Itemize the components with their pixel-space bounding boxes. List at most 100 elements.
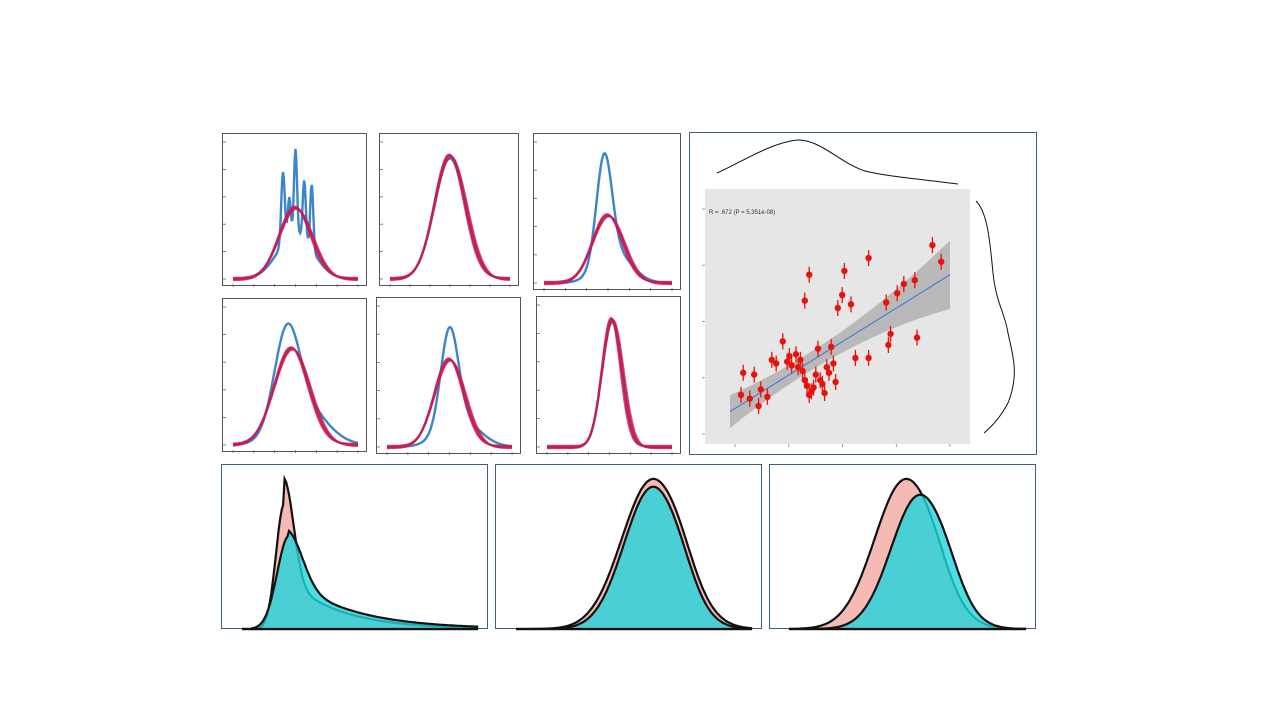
- kde-curve-red: [390, 155, 510, 282]
- kde-curve-red: [547, 317, 672, 448]
- density-panel-1: [221, 464, 488, 631]
- kde-panel-5: [376, 297, 521, 455]
- kde-plot-3: [534, 141, 673, 291]
- data-point: [841, 267, 848, 275]
- regression-line: [729, 274, 951, 413]
- kde-curve-red: [547, 319, 672, 450]
- kde-curve-red: [233, 348, 358, 447]
- data-point: [788, 362, 795, 369]
- data-point: [911, 277, 918, 284]
- kde-curve-red: [233, 207, 358, 281]
- kde-curve-blue: [390, 157, 510, 281]
- kde-panel-6: [536, 296, 681, 455]
- data-point: [852, 354, 859, 362]
- data-point: [746, 395, 753, 402]
- data-point: [812, 371, 819, 378]
- marginal-density-top: [716, 139, 959, 185]
- data-point: [887, 330, 894, 338]
- data-point: [779, 338, 786, 345]
- data-point: [832, 378, 839, 386]
- kde-panel-2: [379, 133, 519, 287]
- correlation-panel: R = .672 (P = 5.351e-08): [689, 132, 1037, 455]
- data-point: [828, 343, 835, 351]
- data-point: [938, 258, 945, 265]
- data-point: [810, 384, 817, 391]
- kde-curve-red: [387, 359, 513, 450]
- kde-curve-red: [233, 346, 359, 446]
- data-point: [821, 389, 828, 397]
- data-point: [865, 354, 872, 362]
- kde-plot-6: [537, 304, 673, 455]
- density-area-cyan: [516, 485, 753, 631]
- kde-plot-1: [223, 141, 359, 287]
- kde-curve-red: [232, 347, 358, 447]
- data-point: [751, 371, 758, 378]
- kde-curve-red: [390, 154, 511, 280]
- kde-curve-blue: [233, 148, 358, 281]
- data-point: [847, 301, 855, 308]
- data-point: [755, 402, 762, 410]
- kde-curve-blue: [544, 151, 672, 285]
- data-point: [792, 351, 800, 358]
- kde-curve-red: [233, 208, 358, 282]
- correlation-annotation: R = .672 (P = 5.351e-08): [709, 210, 776, 216]
- data-point: [764, 393, 771, 400]
- data-point: [806, 271, 813, 278]
- data-point: [834, 304, 841, 312]
- marginal-density-right: [975, 200, 1015, 434]
- data-point: [830, 360, 837, 367]
- data-point: [883, 299, 890, 306]
- kde-curve-red: [544, 215, 672, 286]
- kde-curve-blue: [232, 322, 359, 446]
- density-plot-1: [242, 474, 479, 631]
- data-point: [913, 334, 921, 341]
- kde-curve-red: [389, 153, 510, 279]
- kde-plot-4: [223, 306, 359, 453]
- correlation-plot: [702, 139, 1015, 447]
- kde-plot-5: [377, 305, 513, 455]
- data-point: [929, 241, 936, 249]
- kde-panel-4: [222, 298, 367, 453]
- kde-curve-red: [547, 318, 672, 448]
- density-area-cyan: [790, 493, 1027, 631]
- data-point: [885, 341, 892, 349]
- kde-curve-red: [544, 213, 672, 284]
- data-point: [825, 369, 833, 376]
- data-point: [900, 280, 907, 288]
- density-area-cyan: [242, 528, 479, 631]
- kde-curve-red: [547, 316, 672, 447]
- kde-curve-red: [544, 214, 672, 284]
- kde-panel-3: [533, 133, 681, 291]
- density-plot-2: [516, 477, 753, 631]
- kde-curve-red: [547, 318, 672, 449]
- data-point: [773, 360, 780, 367]
- data-point: [814, 345, 822, 352]
- data-point: [801, 297, 808, 304]
- kde-curve-red: [387, 358, 512, 448]
- kde-curve-blue: [547, 320, 672, 449]
- data-point: [737, 391, 745, 399]
- data-point: [757, 386, 764, 393]
- kde-panel-1: [222, 133, 367, 287]
- data-point: [894, 290, 901, 297]
- data-point: [740, 369, 747, 376]
- density-panel-3: [769, 464, 1036, 631]
- data-point: [797, 356, 804, 363]
- data-point: [839, 291, 846, 299]
- density-panel-2: [495, 464, 762, 631]
- kde-curve-red: [233, 346, 358, 445]
- kde-curve-red: [232, 206, 359, 280]
- kde-curve-red: [390, 155, 510, 281]
- kde-curve-blue: [387, 325, 513, 449]
- kde-curve-red: [390, 154, 510, 280]
- kde-curve-red: [544, 214, 672, 285]
- kde-curve-red: [233, 206, 358, 280]
- data-point: [865, 254, 872, 262]
- confidence-band: [730, 240, 950, 429]
- kde-plot-2: [380, 141, 511, 287]
- kde-curve-red: [544, 213, 672, 283]
- kde-curve-red: [233, 205, 358, 279]
- kde-curve-red: [232, 347, 358, 446]
- data-point: [768, 356, 775, 363]
- kde-curve-red: [387, 357, 512, 447]
